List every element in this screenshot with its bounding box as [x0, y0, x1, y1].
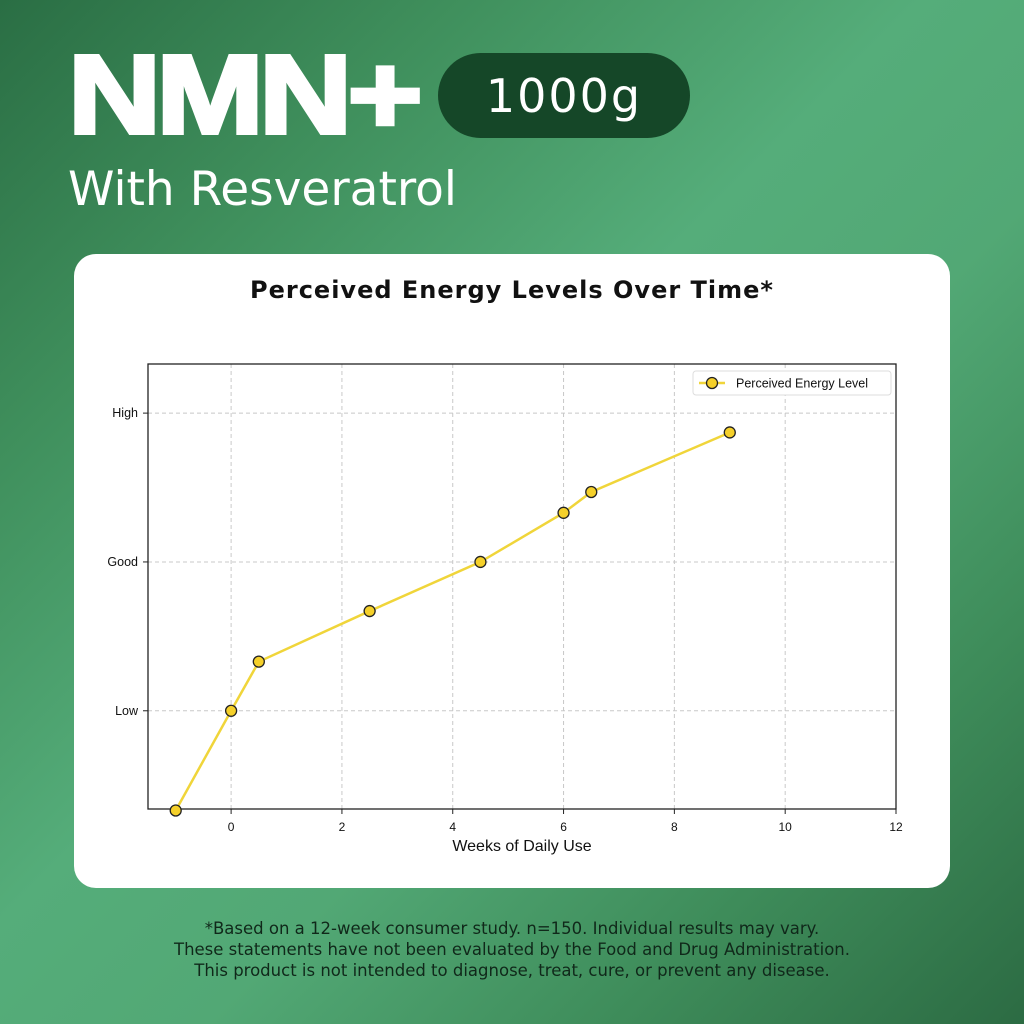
data-point [252, 655, 265, 668]
data-point [474, 555, 487, 569]
data-point [169, 804, 182, 817]
data-point [557, 506, 570, 519]
chart-card: Perceived Energy Levels Over Time* 0 2 4 6 8… [74, 254, 950, 888]
x-tick-label: 0 [228, 820, 235, 834]
legend-marker-icon [705, 376, 719, 390]
x-tick-label: 6 [560, 820, 567, 834]
plot-frame [147, 363, 897, 810]
product-name: NMN+ [66, 32, 425, 157]
chart-title: Perceived Energy Levels Over Time* [250, 276, 774, 304]
data-point [224, 704, 238, 717]
x-axis-label: Weeks of Daily Use [452, 838, 591, 855]
disclaimer-line-1: *Based on a 12-week consumer study. n=15… [204, 919, 820, 938]
series-line [174, 431, 731, 812]
data-point [585, 485, 598, 499]
x-tick-label: 8 [671, 820, 678, 834]
y-tick-label: Low [115, 704, 139, 718]
x-tick-label: 2 [339, 820, 346, 834]
x-tick-label: 10 [779, 820, 793, 834]
legend-label: Perceived Energy Level [736, 377, 868, 391]
x-tick-label: 4 [449, 820, 456, 834]
x-tick-label: 12 [889, 820, 903, 834]
disclaimer: *Based on a 12-week consumer study. n=15… [0, 918, 1024, 981]
size-badge: 1000g [438, 53, 690, 138]
product-subtitle: With Resveratrol [68, 162, 457, 217]
legend-box [692, 370, 892, 396]
disclaimer-line-2: These statements have not been evaluated… [173, 940, 851, 959]
line-chart: 0 2 4 6 8 10 12 Low Good High Weeks of Daily Use Pe… [107, 363, 903, 855]
data-point [363, 604, 376, 618]
disclaimer-line-3: This product is not intended to diagnose… [194, 961, 830, 980]
y-tick-label: Good [107, 555, 138, 569]
data-point [723, 426, 736, 439]
y-tick-label: High [112, 406, 138, 420]
